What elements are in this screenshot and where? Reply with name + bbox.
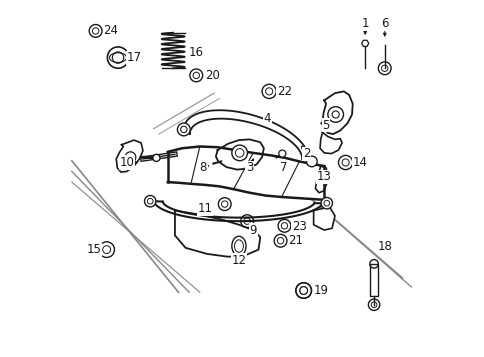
Text: 7: 7 [279,161,287,174]
Polygon shape [167,146,324,200]
Polygon shape [116,140,143,172]
Text: 19: 19 [313,284,328,297]
Text: 21: 21 [288,234,302,247]
Text: 8: 8 [199,161,207,174]
Polygon shape [361,40,368,46]
Text: 23: 23 [291,220,306,233]
Text: 13: 13 [316,170,331,183]
Text: 4: 4 [263,111,271,125]
Text: 9: 9 [249,223,257,237]
Text: 16: 16 [188,46,203,59]
Polygon shape [183,110,308,159]
Circle shape [306,156,317,167]
Polygon shape [322,91,352,134]
Text: 1: 1 [361,17,368,30]
Circle shape [177,123,190,136]
Text: 14: 14 [351,156,366,169]
Circle shape [278,150,285,157]
Text: 15: 15 [86,243,101,256]
Circle shape [218,198,231,211]
Polygon shape [319,132,341,154]
Text: 6: 6 [380,17,388,30]
Text: 24: 24 [103,24,118,37]
Text: 18: 18 [377,240,392,252]
Polygon shape [153,201,322,221]
Circle shape [327,107,343,122]
Text: 22: 22 [276,85,291,98]
Polygon shape [313,207,334,230]
Circle shape [320,197,332,209]
Text: 17: 17 [126,51,141,64]
Polygon shape [315,166,327,193]
Text: 2: 2 [302,147,310,160]
Text: 11: 11 [197,202,212,215]
Polygon shape [175,211,260,257]
FancyBboxPatch shape [369,264,377,296]
Text: 12: 12 [231,254,246,267]
Circle shape [231,145,247,161]
Text: 3: 3 [245,161,253,174]
Circle shape [144,196,155,207]
Ellipse shape [231,236,245,256]
Circle shape [125,152,136,162]
Circle shape [152,154,160,161]
Text: 20: 20 [204,69,219,82]
Text: 5: 5 [322,119,329,132]
Text: 10: 10 [119,156,134,169]
Polygon shape [215,139,263,170]
